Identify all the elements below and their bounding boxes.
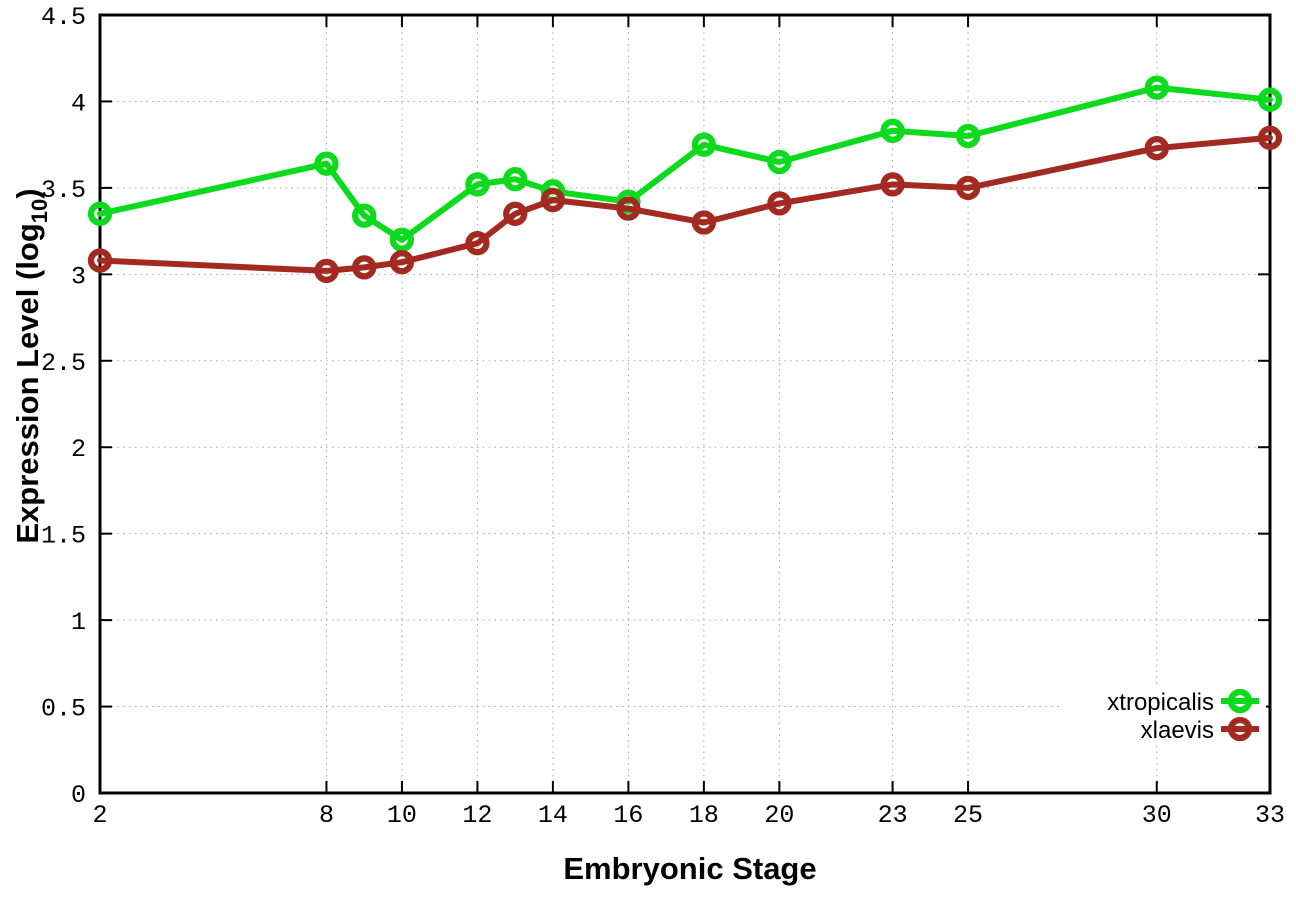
legend-label-xtropicalis: xtropicalis [1107, 689, 1214, 716]
x-tick-label: 16 [613, 801, 643, 830]
x-tick-label: 25 [953, 801, 983, 830]
x-tick-label: 8 [319, 801, 334, 830]
data-point-xtropicalis-stage-9 [352, 203, 377, 228]
y-tick-label: 4.5 [41, 3, 86, 32]
legend-marker-xlaevis [1227, 716, 1253, 742]
y-axis-title-suffix: ) [10, 188, 45, 198]
y-tick-label: 3 [71, 262, 86, 291]
data-point-xlaevis-stage-30 [1144, 135, 1169, 161]
x-tick-label: 18 [689, 801, 719, 830]
x-axis-title: Embryonic Stage [563, 851, 816, 886]
x-tick-label: 12 [462, 801, 492, 830]
data-point-xlaevis-stage-10 [389, 250, 415, 275]
legend-label-xlaevis: xlaevis [1141, 717, 1214, 744]
x-tick-label: 14 [538, 801, 568, 830]
data-point-xtropicalis-stage-2 [87, 201, 113, 226]
data-point-xlaevis-stage-33 [1257, 125, 1283, 150]
y-tick-label: 1.5 [41, 522, 86, 551]
x-tick-label: 33 [1255, 801, 1285, 830]
data-point-xlaevis-stage-13 [503, 201, 528, 226]
data-point-xtropicalis-stage-23 [880, 118, 905, 143]
data-point-xtropicalis-stage-33 [1257, 87, 1283, 112]
x-tick-label: 10 [387, 801, 417, 830]
legend-marker-xtropicalis [1227, 688, 1253, 714]
y-axis-title: Expression Level (log10) [10, 188, 52, 543]
x-tick-label: 30 [1142, 801, 1172, 830]
data-point-xlaevis-stage-18 [691, 210, 717, 235]
y-tick-label: 3.5 [41, 176, 86, 205]
data-point-xtropicalis-stage-25 [955, 123, 981, 149]
data-point-xlaevis-stage-14 [540, 187, 566, 213]
data-point-xlaevis-stage-25 [955, 175, 981, 201]
x-tick-label: 23 [878, 801, 908, 830]
data-point-xtropicalis-stage-8 [314, 151, 339, 176]
data-point-xlaevis-stage-9 [352, 255, 377, 280]
data-point-xlaevis-stage-2 [87, 248, 113, 273]
data-point-xtropicalis-stage-13 [503, 167, 528, 192]
data-point-xtropicalis-stage-18 [691, 132, 717, 157]
y-tick-label: 4 [71, 89, 86, 118]
data-point-xlaevis-stage-12 [465, 231, 490, 256]
data-point-xtropicalis-stage-20 [767, 149, 792, 175]
tick-layer [99, 14, 1271, 794]
data-point-xlaevis-stage-16 [616, 196, 641, 221]
data-point-xtropicalis-stage-12 [465, 172, 490, 197]
grid-layer [100, 15, 1270, 793]
x-tick-label: 20 [764, 801, 794, 830]
data-point-xlaevis-stage-8 [314, 258, 339, 284]
data-point-xlaevis-stage-20 [767, 191, 792, 216]
plot-border [98, 13, 1272, 795]
y-axis-title-prefix: Expression Level (log [10, 223, 45, 543]
y-tick-label: 1 [71, 608, 86, 637]
tick-label-layer: 2 8 10 12 14 16 18 20 23 25 30 33 0 0.5 1 1.5 2 2.5 3 3.5 4 4… [41, 3, 1285, 830]
y-tick-label: 2.5 [41, 349, 86, 378]
y-tick-label: 0 [71, 781, 86, 810]
data-point-xlaevis-stage-23 [880, 172, 905, 197]
data-point-xtropicalis-stage-10 [389, 227, 415, 252]
data-point-xtropicalis-stage-30 [1144, 75, 1169, 100]
y-tick-label: 2 [71, 435, 86, 464]
y-tick-label: 0.5 [41, 695, 86, 724]
y-axis-title-subscript: 10 [27, 199, 52, 223]
x-tick-label: 2 [92, 801, 107, 830]
series-layer [87, 75, 1283, 284]
